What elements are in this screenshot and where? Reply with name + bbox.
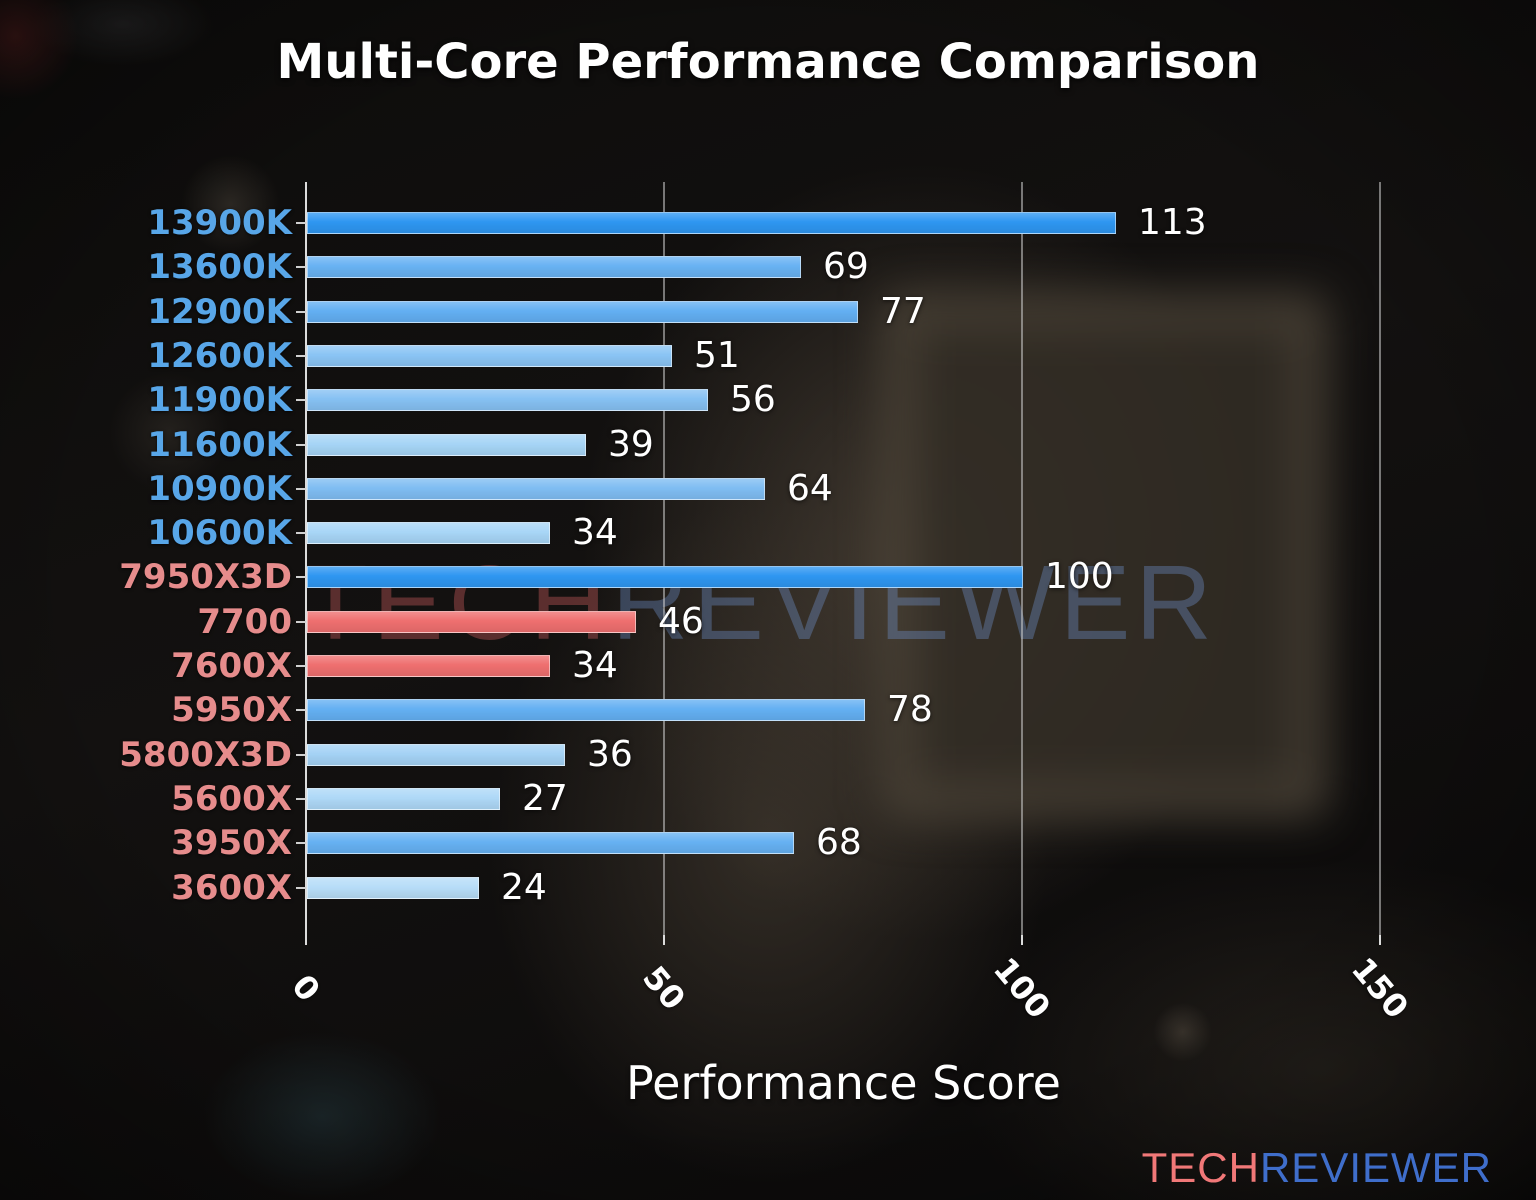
value-label-7950X3D: 100	[1045, 556, 1114, 598]
watermark-tech: TECH	[303, 544, 612, 662]
y-tick-11600K	[296, 443, 306, 446]
x-tick-label-0: 0	[284, 967, 328, 1009]
category-label-7700: 7700	[197, 601, 292, 642]
bar-7950X3D	[307, 566, 1023, 589]
bar-7600X	[307, 655, 550, 677]
bar-7700	[307, 610, 636, 633]
category-label-3600X: 3600X	[171, 867, 292, 908]
bar-13600K	[307, 256, 801, 279]
y-tick-11900K	[296, 399, 306, 402]
y-tick-13600K	[296, 266, 306, 269]
category-label-12600K: 12600K	[147, 335, 292, 376]
bar-11600K	[307, 433, 586, 456]
y-tick-7700	[296, 620, 306, 623]
gridline-100	[1021, 182, 1023, 935]
watermark-reviewer: REVIEWER	[611, 544, 1217, 662]
x-axis-label: Performance Score	[626, 1056, 1061, 1110]
bar-12600K	[307, 344, 672, 367]
category-label-5950X: 5950X	[171, 690, 292, 731]
category-label-3950X: 3950X	[171, 823, 292, 864]
category-label-5600X: 5600X	[171, 778, 292, 819]
value-label-12600K: 51	[694, 334, 740, 376]
category-label-7950X3D: 7950X3D	[119, 557, 292, 598]
y-tick-12600K	[296, 354, 306, 357]
value-label-10900K: 64	[787, 467, 833, 509]
value-label-11600K: 39	[608, 423, 654, 465]
bar-11900K	[307, 389, 708, 412]
y-tick-10900K	[296, 487, 306, 490]
bar-12900K	[307, 300, 858, 323]
chart-title: Multi-Core Performance Comparison	[276, 34, 1260, 90]
x-tick-50	[663, 935, 665, 945]
x-tick-label-100: 100	[985, 950, 1059, 1026]
techreviewer-logo: TECHREVIEWER	[1142, 1144, 1492, 1192]
category-label-10900K: 10900K	[147, 468, 292, 509]
y-tick-7600X	[296, 665, 306, 667]
value-label-5800X3D: 36	[587, 733, 633, 775]
value-label-12900K: 77	[880, 290, 926, 332]
x-tick-150	[1379, 935, 1381, 945]
y-tick-12900K	[296, 310, 306, 313]
category-label-12900K: 12900K	[147, 291, 292, 332]
y-tick-5800X3D	[296, 753, 306, 756]
y-tick-5950X	[296, 709, 306, 712]
category-label-11600K: 11600K	[147, 424, 292, 465]
bar-10900K	[307, 477, 765, 500]
x-tick-100	[1021, 935, 1023, 945]
y-tick-7950X3D	[296, 576, 306, 579]
category-label-5800X3D: 5800X3D	[119, 734, 292, 775]
value-label-7700: 46	[658, 600, 704, 642]
value-label-10600K: 34	[572, 512, 618, 554]
y-tick-5600X	[296, 797, 306, 800]
value-label-13600K: 69	[823, 246, 869, 288]
y-tick-3950X	[296, 842, 306, 845]
value-label-3600X: 24	[501, 866, 547, 908]
bar-10600K	[307, 522, 550, 545]
y-axis-line	[305, 182, 307, 943]
value-label-3950X: 68	[816, 822, 862, 864]
value-label-7600X: 34	[572, 645, 618, 686]
category-label-7600X: 7600X	[171, 646, 292, 686]
value-label-13900K: 113	[1138, 202, 1207, 243]
bar-13900K	[307, 212, 1116, 234]
bar-5800X3D	[307, 743, 565, 766]
bar-3600X	[307, 876, 479, 899]
y-tick-3600X	[296, 886, 306, 889]
bar-5950X	[307, 699, 865, 722]
logo-reviewer: REVIEWER	[1259, 1144, 1492, 1191]
bar-3950X	[307, 832, 794, 855]
category-label-11900K: 11900K	[147, 380, 292, 421]
bar-5600X	[307, 787, 500, 810]
gridline-50	[663, 182, 665, 935]
logo-tech: TECH	[1141, 1144, 1260, 1191]
category-label-13900K: 13900K	[147, 203, 292, 243]
y-tick-10600K	[296, 532, 306, 535]
x-tick-0	[305, 935, 307, 945]
x-tick-label-150: 150	[1343, 950, 1417, 1026]
value-label-5950X: 78	[887, 689, 933, 731]
gridline-150	[1379, 182, 1381, 935]
category-label-13600K: 13600K	[147, 247, 292, 288]
value-label-5600X: 27	[522, 777, 568, 819]
category-label-10600K: 10600K	[147, 513, 292, 554]
y-tick-13900K	[296, 222, 306, 224]
x-tick-label-50: 50	[635, 958, 693, 1018]
value-label-11900K: 56	[730, 379, 776, 421]
watermark: TECHREVIEWER	[303, 547, 1217, 659]
